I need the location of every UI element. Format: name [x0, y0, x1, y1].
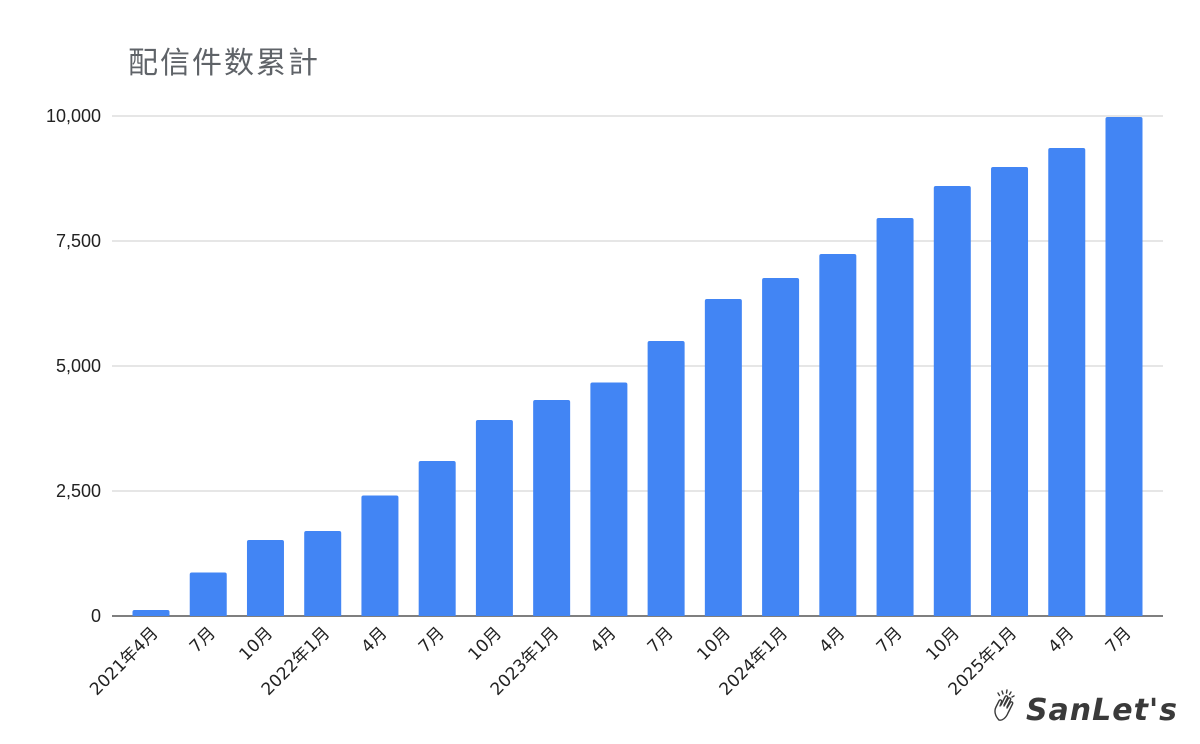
brand-name: SanLet's	[1025, 693, 1178, 728]
bar	[1105, 117, 1143, 616]
bar	[819, 254, 857, 616]
x-tick-label: 7月	[415, 623, 449, 657]
x-tick-label: 4月	[1044, 623, 1078, 657]
clapping-hands-icon	[990, 688, 1020, 726]
x-tick-label: 7月	[186, 623, 220, 657]
bar	[991, 167, 1029, 616]
y-tick-label: 7,500	[56, 231, 101, 251]
y-tick-label: 10,000	[46, 106, 101, 126]
gridlines	[112, 115, 1163, 617]
x-tick-label: 7月	[644, 623, 678, 657]
bar	[189, 572, 227, 616]
x-tick-label: 4月	[358, 623, 392, 657]
bar	[590, 382, 628, 616]
bar	[533, 400, 571, 616]
bar	[762, 278, 800, 616]
bar	[647, 341, 685, 616]
y-tick-label: 0	[91, 606, 101, 626]
x-tick-label: 4月	[587, 623, 621, 657]
y-tick-label: 2,500	[56, 481, 101, 501]
chart-title: 配信件数累計	[128, 46, 320, 81]
x-tick-label: 7月	[873, 623, 907, 657]
x-tick-label: 10月	[236, 623, 277, 664]
bar	[246, 540, 284, 616]
bar	[475, 420, 513, 616]
y-axis-ticks: 0 2,500 5,000 7,500 10,000	[46, 106, 101, 626]
bar	[876, 218, 914, 616]
x-tick-label: 10月	[464, 623, 505, 664]
x-tick-label: 4月	[816, 623, 850, 657]
bars	[132, 117, 1143, 616]
bar	[361, 495, 399, 616]
y-tick-label: 5,000	[56, 356, 101, 376]
x-tick-label: 10月	[922, 623, 963, 664]
x-tick-label: 7月	[1102, 623, 1136, 657]
bar	[418, 461, 456, 616]
x-tick-label: 10月	[693, 623, 734, 664]
bar	[304, 531, 342, 616]
bar	[933, 186, 971, 616]
x-tick-label: 2021年4月	[86, 623, 162, 699]
bar	[704, 299, 742, 616]
brand-logo: SanLet's	[990, 688, 1178, 726]
bar	[1048, 148, 1086, 616]
bar	[132, 610, 170, 616]
